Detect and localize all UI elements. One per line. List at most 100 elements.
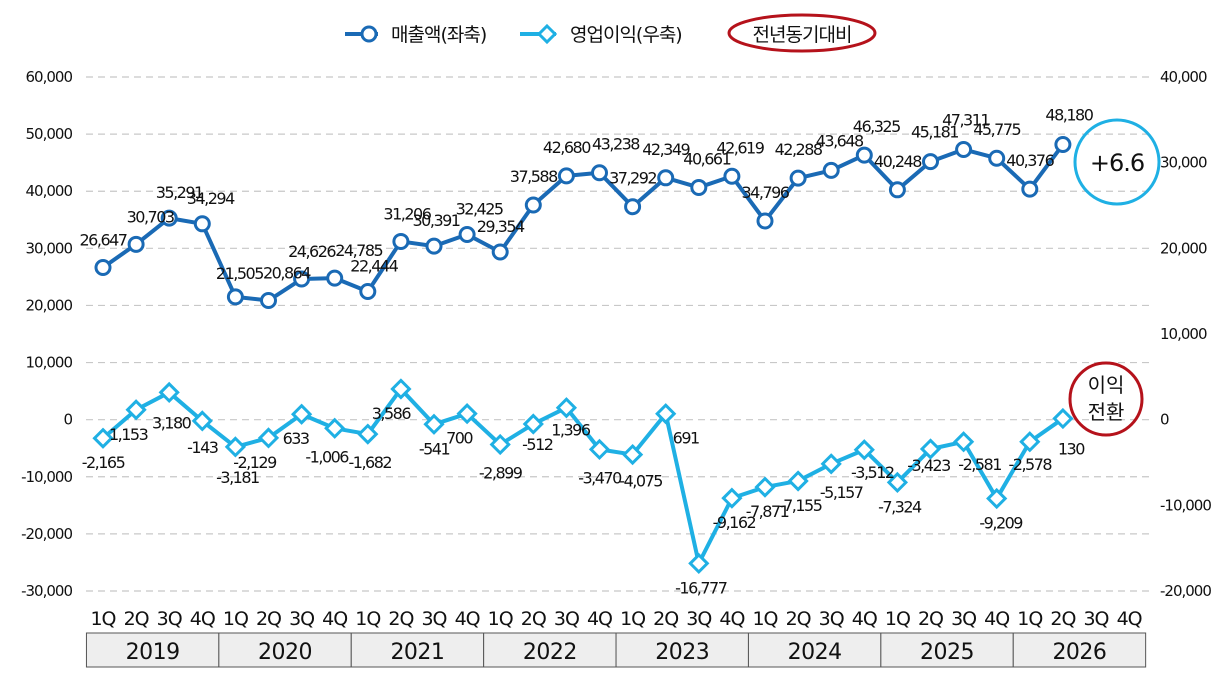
profit-point bbox=[1019, 431, 1041, 453]
profit-data-label: -3,423 bbox=[907, 456, 950, 475]
revenue-point bbox=[822, 161, 840, 179]
left-y-axis: 60,000 50,000 40,000 30,000 20,000 10,000 0 -10… bbox=[21, 68, 73, 600]
revenue-yoy-badge bbox=[1073, 118, 1161, 206]
revenue-point bbox=[955, 140, 973, 158]
revenue-data-label: 35,291 bbox=[156, 183, 203, 202]
revenue-yoy-label: +6.6 bbox=[1090, 149, 1144, 177]
quarter-label: 3Q bbox=[554, 608, 579, 630]
revenue-data-label: 24,626 bbox=[288, 242, 336, 261]
revenue-point bbox=[293, 270, 311, 288]
profit-data-label: 3,180 bbox=[152, 413, 192, 432]
profit-point bbox=[588, 438, 611, 461]
profit-data-label: -2,581 bbox=[958, 455, 1001, 474]
profit-point bbox=[787, 470, 809, 492]
quarter-label: 2Q bbox=[124, 608, 149, 630]
left-tick-label: 60,000 bbox=[26, 68, 73, 86]
profit-data-label: -143 bbox=[187, 438, 218, 457]
profit-data-label: -2,899 bbox=[479, 464, 523, 483]
quarter-label: 2Q bbox=[1050, 608, 1075, 630]
revenue-point bbox=[524, 196, 542, 214]
series-operating-profit bbox=[92, 378, 1074, 575]
profit-data-label: 1,396 bbox=[551, 421, 591, 440]
right-tick-label: 10,000 bbox=[1160, 325, 1207, 343]
quarter-label: 4Q bbox=[1117, 608, 1142, 630]
left-tick-label: -30,000 bbox=[21, 582, 72, 600]
quarter-label: 4Q bbox=[322, 608, 347, 630]
profit-point bbox=[191, 410, 213, 432]
profit-point bbox=[257, 427, 280, 449]
revenue-data-label: 26,647 bbox=[80, 230, 127, 249]
profit-data-label: 3,586 bbox=[372, 404, 412, 423]
profit-point bbox=[853, 439, 875, 461]
revenue-data-label: 42,680 bbox=[543, 138, 591, 157]
revenue-point bbox=[624, 198, 642, 216]
profit-data-label: -2,578 bbox=[1009, 455, 1053, 474]
year-label: 2019 bbox=[126, 640, 180, 665]
x-axis: 1Q 2Q 3Q 4Q 2019 1Q 2Q 3Q 4Q 2020 1Q 2Q 3Q 4Q 2021 1Q 2Q… bbox=[85, 608, 1147, 668]
left-tick-label: 30,000 bbox=[26, 239, 73, 257]
profit-data-label: -3,181 bbox=[216, 468, 259, 487]
revenue-data-label: 32,425 bbox=[456, 199, 503, 218]
revenue-data-label: 31,206 bbox=[383, 204, 431, 223]
profit-point bbox=[986, 487, 1008, 510]
revenue-point bbox=[392, 232, 410, 250]
profit-point bbox=[158, 381, 180, 404]
profit-data-label: 700 bbox=[446, 429, 473, 448]
revenue-data-label: 21,505 bbox=[216, 264, 263, 283]
quarter-label: 3Q bbox=[819, 608, 844, 630]
profit-data-label: -7,871 bbox=[746, 502, 789, 521]
quarter-label: 1Q bbox=[620, 608, 645, 630]
revenue-point bbox=[690, 178, 708, 196]
year-cell bbox=[615, 632, 749, 668]
revenue-point bbox=[94, 258, 112, 276]
profit-point bbox=[919, 438, 942, 460]
revenue-point bbox=[491, 243, 509, 261]
year-cell bbox=[1012, 632, 1147, 668]
quarter-label: 3Q bbox=[289, 608, 314, 630]
profit-data-label: 1,153 bbox=[109, 425, 148, 444]
profit-point bbox=[125, 399, 147, 421]
revenue-data-label: 46,325 bbox=[853, 117, 900, 136]
profit-data-label: -9,209 bbox=[979, 514, 1023, 533]
legend-yoy-ellipse bbox=[727, 13, 877, 53]
revenue-point bbox=[723, 167, 741, 185]
profit-data-label: -5,157 bbox=[820, 483, 863, 502]
revenue-point bbox=[458, 225, 476, 243]
revenue-data-label: 20,864 bbox=[263, 264, 311, 283]
profit-point bbox=[886, 471, 909, 494]
legend-revenue-marker bbox=[360, 25, 378, 43]
profit-point bbox=[721, 487, 743, 509]
year-cell bbox=[880, 632, 1014, 668]
year-cell bbox=[747, 632, 882, 668]
profit-data-label: -3,512 bbox=[851, 463, 894, 482]
revenue-point bbox=[193, 215, 211, 233]
profit-yoy-label-line2: 전환 bbox=[1088, 400, 1125, 424]
quarter-label: 4Q bbox=[455, 608, 480, 630]
quarter-label: 1Q bbox=[885, 608, 910, 630]
revenue-data-label: 30,391 bbox=[413, 211, 460, 230]
year-cell bbox=[350, 632, 485, 668]
quarter-label: 3Q bbox=[421, 608, 446, 630]
revenue-point bbox=[789, 169, 807, 187]
revenue-point bbox=[756, 212, 774, 230]
profit-data-label: -1,682 bbox=[349, 453, 392, 472]
right-y-axis: 40,000 30,000 20,000 10,000 0 -10,000 -20,000 bbox=[1160, 68, 1212, 600]
revenue-point bbox=[226, 288, 244, 306]
profit-point bbox=[489, 433, 511, 456]
revenue-point bbox=[988, 149, 1006, 167]
quarter-label: 4Q bbox=[984, 608, 1009, 630]
revenue-data-label: 40,661 bbox=[683, 149, 730, 168]
profit-point bbox=[290, 403, 313, 425]
revenue-point bbox=[160, 209, 178, 227]
profit-yoy-label-line1: 이익 bbox=[1088, 373, 1125, 397]
profit-point bbox=[754, 476, 776, 498]
series-revenue bbox=[94, 136, 1072, 310]
profit-data-label: -1,006 bbox=[305, 447, 349, 466]
revenue-point bbox=[922, 153, 939, 171]
profit-point bbox=[456, 403, 478, 425]
right-tick-label: 30,000 bbox=[1160, 154, 1207, 172]
revenue-data-label: 30,703 bbox=[127, 207, 174, 226]
profit-point bbox=[522, 413, 544, 435]
quarter-label: 4Q bbox=[587, 608, 612, 630]
